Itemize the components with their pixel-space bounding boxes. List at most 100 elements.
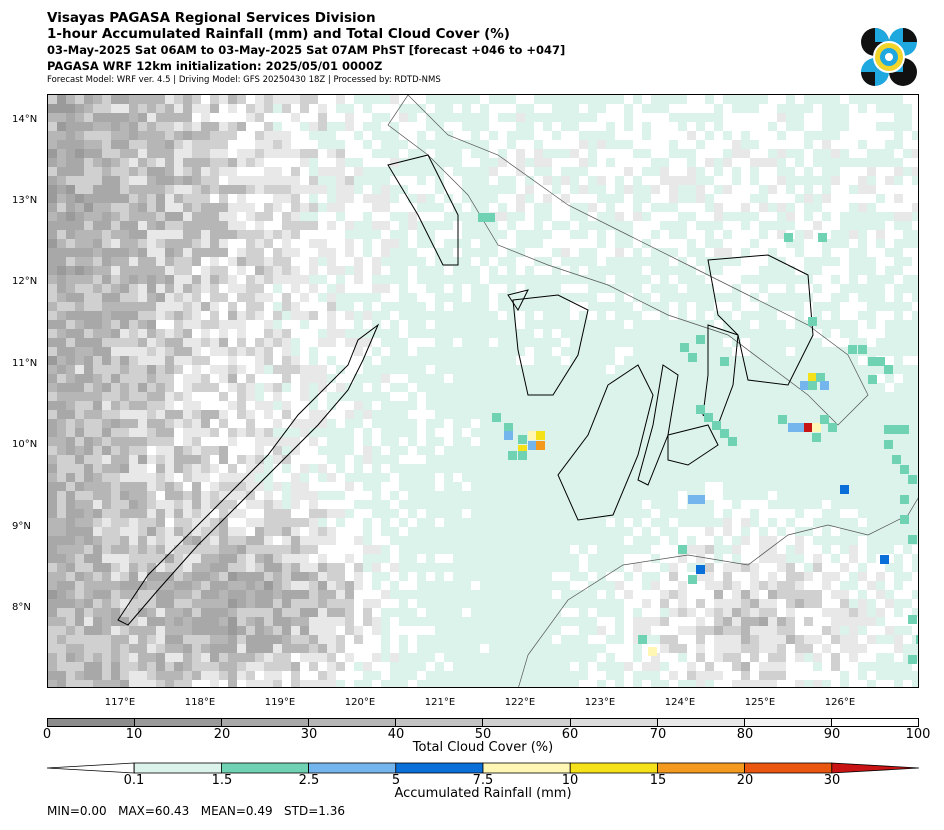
- cloud-tick: 0: [42, 727, 52, 742]
- map-canvas: [48, 95, 918, 687]
- negros-outline: [557, 364, 654, 521]
- statistics-line: MIN=0.00 MAX=60.43 MEAN=0.49 STD=1.36: [47, 804, 346, 818]
- mindanao-outline: [518, 497, 918, 687]
- cloud-colorbar-title: Total Cloud Cover (%): [412, 740, 554, 755]
- lat-label: 10°N: [12, 439, 38, 450]
- rain-cell: [916, 635, 918, 644]
- bohol-outline: [667, 424, 719, 466]
- lat-label: 14°N: [12, 114, 38, 125]
- lon-label: 124°E: [664, 697, 696, 708]
- lon-label: 123°E: [584, 697, 616, 708]
- cloud-bin: [135, 719, 223, 726]
- rain-cell: [720, 429, 729, 438]
- cloud-cover-colorbar: [47, 718, 919, 727]
- rain-cell: [696, 495, 705, 504]
- rain-cell: [816, 373, 825, 382]
- rain-cell: [868, 375, 877, 384]
- rain-cell: [812, 423, 821, 432]
- rain-cell: [848, 345, 857, 354]
- title-line-4: PAGASA WRF 12km initialization: 2025/05/…: [47, 59, 383, 73]
- rain-cell: [880, 555, 889, 564]
- rain-cell: [504, 431, 513, 440]
- panay-outline: [512, 294, 589, 396]
- rain-bin: [133, 762, 222, 774]
- rain-cell: [900, 515, 909, 524]
- mindoro-outline: [387, 154, 459, 266]
- rain-cell: [696, 565, 705, 574]
- rain-tick: 5: [391, 773, 401, 788]
- lon-label: 126°E: [824, 697, 856, 708]
- rain-cell: [908, 535, 917, 544]
- rain-cell: [696, 335, 705, 344]
- rain-cell: [808, 373, 817, 382]
- lon-label: 118°E: [184, 697, 216, 708]
- rain-cell: [478, 213, 487, 222]
- rain-cell: [788, 423, 797, 432]
- rain-tick: 20: [736, 773, 754, 788]
- rain-cell: [778, 415, 787, 424]
- cloud-bin: [831, 719, 918, 726]
- rain-tick: 10: [561, 773, 579, 788]
- rain-cell: [840, 485, 849, 494]
- lon-label: 117°E: [104, 697, 136, 708]
- lon-label: 125°E: [744, 697, 776, 708]
- title-line-5: Forecast Model: WRF ver. 4.5 | Driving M…: [47, 75, 441, 85]
- rain-cell: [828, 423, 837, 432]
- rain-cell: [876, 357, 885, 366]
- lon-label: 121°E: [424, 697, 456, 708]
- rain-cell: [518, 435, 527, 444]
- rain-cell: [508, 451, 517, 460]
- cloud-bin: [570, 719, 658, 726]
- cloud-tick: 90: [823, 727, 841, 742]
- leyte-outline: [702, 324, 739, 426]
- rain-cell: [504, 423, 513, 432]
- rain-cell: [908, 615, 917, 624]
- rain-cell: [908, 475, 917, 484]
- rain-cell: [812, 433, 821, 442]
- cloud-tick: 100: [905, 727, 931, 742]
- rain-cell: [804, 423, 813, 432]
- rain-bin: [220, 762, 309, 774]
- cloud-bin: [396, 719, 484, 726]
- rain-cell: [638, 635, 647, 644]
- rain-cell: [648, 647, 657, 656]
- rain-cell: [892, 455, 901, 464]
- rain-tick: 15: [649, 773, 667, 788]
- rain-bin: [569, 762, 658, 774]
- rain-cell: [784, 233, 793, 242]
- cloud-bin: [309, 719, 397, 726]
- forecast-map: [47, 94, 919, 688]
- rain-cell: [908, 655, 917, 664]
- rain-tick: 7.5: [472, 773, 494, 788]
- cloud-tick: 50: [474, 727, 492, 742]
- rain-cell: [696, 405, 705, 414]
- cloud-tick: 10: [125, 727, 143, 742]
- cloud-tick: 40: [387, 727, 405, 742]
- rain-cell: [800, 381, 809, 390]
- rain-cell: [884, 365, 893, 374]
- rainfall-field: [478, 213, 918, 664]
- rain-cell: [892, 425, 901, 434]
- cloud-bin: [48, 719, 136, 726]
- rain-cell: [728, 437, 737, 446]
- rain-cell: [518, 445, 527, 454]
- rain-bin: [46, 762, 135, 774]
- rain-bin: [395, 762, 484, 774]
- rain-cell: [492, 413, 501, 422]
- rain-cell: [900, 425, 909, 434]
- samar-outline: [707, 254, 814, 386]
- rain-cell: [858, 345, 867, 354]
- rain-cell: [528, 431, 537, 440]
- rain-tick: 30: [823, 773, 841, 788]
- lat-label: 8°N: [12, 602, 31, 613]
- rain-tick: 0.1: [123, 773, 145, 788]
- rain-cell: [712, 421, 721, 430]
- palawan-outline: [117, 323, 380, 626]
- cloud-tick: 30: [300, 727, 318, 742]
- rain-cell: [900, 495, 909, 504]
- cloud-tick: 80: [736, 727, 754, 742]
- pagasa-logo-icon: [861, 28, 917, 86]
- rain-cell: [486, 213, 495, 222]
- rain-cell: [884, 425, 893, 434]
- rain-cell: [704, 413, 713, 422]
